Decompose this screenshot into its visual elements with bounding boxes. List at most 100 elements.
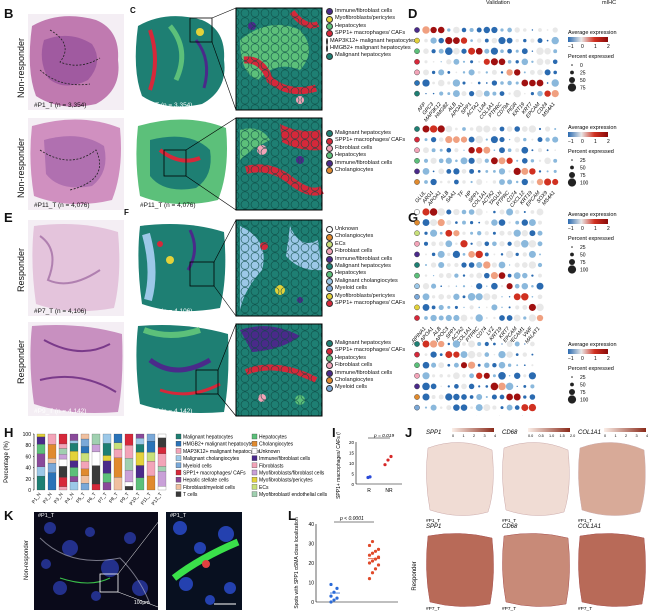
dot-mark (460, 314, 468, 322)
dot-mark (454, 305, 458, 309)
colorbar-tick: 1 (615, 434, 617, 438)
dot-mark (439, 91, 444, 96)
legend-swatch (326, 52, 333, 60)
gene-label: CD68 (502, 524, 518, 530)
dot-mark (492, 91, 497, 96)
size-dot (569, 77, 575, 83)
bar-segment (157, 486, 167, 491)
legend-item: Hepatocytes (326, 355, 410, 363)
dot-mark (439, 353, 443, 357)
dot-mark (453, 26, 460, 34)
x-tick-label: P3_N (53, 491, 65, 505)
bar-segment (36, 466, 46, 477)
dot-mark (429, 208, 438, 216)
dot-mark (523, 28, 527, 32)
dot-mark (453, 372, 460, 380)
dot-mark (446, 59, 452, 65)
bar-segment (113, 477, 123, 491)
dot-mark (475, 135, 483, 144)
dot-mark (484, 252, 489, 257)
dot-mark (498, 58, 506, 66)
size-dot (571, 159, 573, 161)
dot-mark (455, 159, 458, 163)
data-point (367, 561, 372, 565)
legend-label: Immune/fibroblast cells (335, 8, 393, 14)
legend-item: Myofibroblasts/pericytes (326, 293, 410, 300)
dot-mark (477, 170, 481, 173)
gene-label: EPCAM (464, 415, 481, 416)
dot-mark (514, 27, 520, 33)
dot-mark (499, 179, 505, 185)
colorbar-tick: −1 (568, 356, 574, 362)
panel-label-i: I (332, 425, 336, 440)
dot-mark (422, 26, 430, 34)
spatial-map-p7 (134, 220, 230, 316)
legend-item: Malignant cholangiocytes (326, 278, 410, 286)
legend-swatch (251, 433, 258, 440)
dot-mark (429, 340, 438, 348)
legend-swatch (326, 130, 333, 138)
dot-mark (528, 219, 536, 227)
dot-mark (438, 241, 444, 247)
size-dot (570, 165, 574, 170)
dot-mark (431, 49, 436, 54)
panel-i-scatter: SPP1+ macrophages/ CAFs (%) 0 5 10 15 20 p = 0… (336, 432, 402, 499)
cluster-marker (414, 59, 420, 65)
dot-mark (430, 178, 437, 186)
bar-segment (80, 461, 90, 470)
dot-mark (462, 71, 466, 74)
panel-label-d: D (408, 6, 418, 21)
dot-mark (454, 262, 459, 268)
dot-mark (523, 374, 527, 378)
cluster-marker (414, 48, 420, 55)
dot-mark (460, 351, 468, 359)
y-tick-label: 80 (25, 443, 31, 449)
dot-mark (506, 157, 513, 164)
dot-mark (500, 81, 504, 85)
dot-mark (432, 81, 435, 85)
dot-mark (524, 343, 526, 345)
legend-label: Myofibroblasts/fibroblast cells (259, 471, 325, 477)
dot-mark (539, 253, 541, 256)
dotplot-d2: GLULARG1APOA1ALBSAA1TFHPSPP1COL1A1ACTA2T… (414, 125, 559, 209)
dot-mark (462, 295, 466, 299)
dot-mark (447, 363, 451, 367)
legend-label: Malignant hepatocytes (335, 130, 391, 136)
cluster-marker (414, 27, 420, 33)
bar-segment (135, 477, 145, 491)
legend-item: Fibroblast cells (326, 145, 410, 153)
dot-mark (422, 372, 430, 380)
bar-segment (91, 444, 101, 453)
sample-label: #P1_T (502, 518, 516, 524)
legend-swatch (326, 278, 333, 286)
legend-label: Fibroblast cells (335, 362, 373, 369)
dot-mark (461, 383, 467, 390)
size-dot (569, 389, 575, 395)
dot-mark (439, 406, 443, 409)
dot-mark (514, 262, 520, 268)
bar-segment (113, 433, 123, 443)
dot-mark (460, 240, 468, 248)
dot-mark (424, 60, 428, 64)
dot-mark (514, 69, 521, 76)
dot-mark (537, 137, 543, 143)
colorbar-tick: 2.0 (570, 434, 575, 438)
dot-mark (537, 148, 543, 153)
cluster-marker (414, 126, 420, 132)
legend-swatch (326, 167, 333, 175)
y-tick-label: 0 (351, 482, 354, 487)
x-tick-label: P5_T (75, 492, 87, 505)
dot-mark (499, 91, 505, 97)
dot-mark (447, 342, 451, 346)
dot-mark (446, 263, 451, 267)
dot-mark (538, 170, 542, 173)
dot-mark (499, 241, 505, 247)
dot-mark (513, 393, 521, 401)
dot-mark (468, 147, 475, 154)
y-axis-label: Spots with SPP1 αSMA close localization (294, 517, 300, 608)
dot-mark (452, 340, 461, 348)
legend-swatch (326, 241, 333, 249)
dot-mark (477, 71, 481, 74)
dot-mark (521, 167, 529, 175)
dot-mark (476, 157, 483, 164)
